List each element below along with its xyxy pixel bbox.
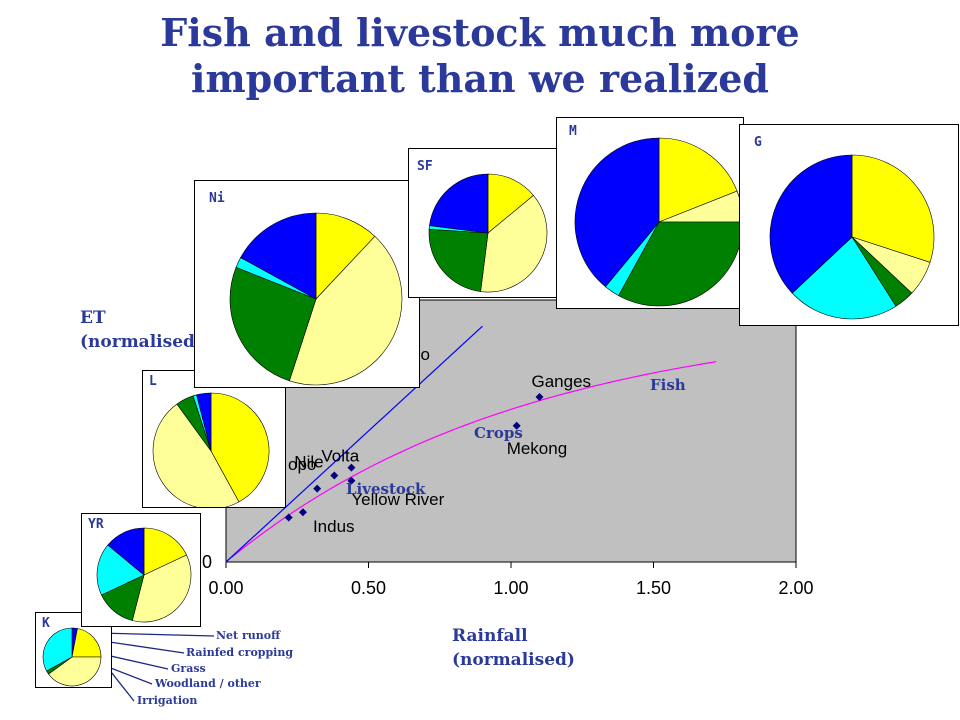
- pie-inset-ni: Ni: [194, 180, 420, 388]
- x-axis-label-line-2: (normalised): [452, 650, 575, 670]
- data-point: [313, 484, 322, 493]
- point-label: Nile: [294, 453, 323, 472]
- pie-inset-yr: YR: [81, 513, 201, 627]
- point-label: Volta: [321, 447, 359, 466]
- pie-slice: [143, 527, 187, 576]
- pie-slice: [240, 212, 317, 300]
- legend-arrow: [97, 632, 215, 637]
- y-axis-label-line-1: ET: [80, 308, 106, 328]
- pie-slice: [289, 235, 403, 386]
- y-axis-label-line-2: (normalised): [80, 332, 203, 352]
- axes: 0.00 0.50 1.00 1.50 2.00 0: [202, 552, 814, 598]
- pie-slice: [71, 628, 102, 658]
- x-tick-label: 1.00: [493, 578, 528, 598]
- pie-slice: [48, 656, 102, 687]
- legend-irrigation: Irrigation: [137, 694, 198, 707]
- inset-code-g: G: [754, 135, 762, 150]
- inset-code-m: M: [569, 124, 577, 139]
- pie-slice: [851, 154, 935, 263]
- pie-slice: [769, 154, 853, 294]
- pie-slice: [42, 627, 73, 672]
- pie-slice: [315, 212, 376, 300]
- pie-slice: [428, 228, 489, 292]
- title-line-2: important than we realized: [191, 56, 769, 101]
- point-label: Ganges: [532, 372, 592, 391]
- y-axis-label: ET (normalised): [80, 306, 203, 354]
- legend-rainfed-cropping: Rainfed cropping: [186, 646, 294, 659]
- data-point: [298, 508, 307, 517]
- pie-slice: [210, 392, 270, 503]
- x-tick-label: 2.00: [778, 578, 813, 598]
- data-point: [284, 513, 293, 522]
- inset-code-ni: Ni: [209, 191, 225, 206]
- data-point: [512, 421, 521, 430]
- pie-slice: [429, 173, 489, 234]
- inset-code-l: L: [149, 374, 157, 389]
- slide-title: Fish and livestock much more important t…: [0, 10, 960, 102]
- pie-slice: [196, 392, 212, 452]
- pie-slice: [480, 194, 548, 293]
- point-label: Indus: [313, 517, 355, 536]
- legend-grass: Grass: [171, 662, 206, 675]
- inset-code-k: K: [42, 616, 50, 631]
- y-tick-label: 0: [202, 552, 212, 572]
- pie-inset-m: M: [556, 117, 744, 309]
- point-label: Yellow River: [351, 490, 444, 509]
- pie-slice: [487, 173, 534, 234]
- x-tick-label: 0.00: [208, 578, 243, 598]
- pie-slice: [152, 403, 240, 507]
- pie-slice: [574, 137, 660, 288]
- title-line-1: Fish and livestock much more: [160, 10, 800, 55]
- pie-inset-g: G: [739, 124, 959, 326]
- inset-code-yr: YR: [88, 517, 104, 532]
- pie-slice: [131, 554, 192, 623]
- legend-woodland-other: Woodland / other: [155, 677, 261, 690]
- crops-label: Crops: [474, 424, 523, 442]
- fit-curve: [231, 361, 717, 558]
- curves: [225, 325, 717, 563]
- partial-point-label: opo: [288, 455, 316, 474]
- pie-slice: [658, 137, 738, 223]
- data-point: [347, 476, 356, 485]
- point-label: Mekong: [507, 439, 567, 458]
- data-point: [330, 471, 339, 480]
- pie-slice: [107, 527, 145, 576]
- pie-slice: [229, 266, 317, 382]
- pie-slice: [791, 236, 897, 320]
- data-point: [347, 463, 356, 472]
- x-axis-label-line-1: Rainfall: [452, 626, 528, 646]
- x-tick-label: 1.50: [636, 578, 671, 598]
- legend-net-runoff: Net runoff: [216, 629, 281, 642]
- livestock-label: Livestock: [346, 480, 426, 498]
- pie-inset-l: L: [142, 370, 286, 508]
- pie-inset-sf: SF: [408, 148, 558, 298]
- data-point: [535, 392, 544, 401]
- fish-label: Fish: [650, 376, 686, 394]
- pie-slice: [96, 544, 145, 596]
- x-tick-label: 0.50: [351, 578, 386, 598]
- inset-code-sf: SF: [417, 159, 433, 174]
- x-axis-label: Rainfall (normalised): [452, 624, 575, 672]
- one-to-one-line: [225, 325, 483, 563]
